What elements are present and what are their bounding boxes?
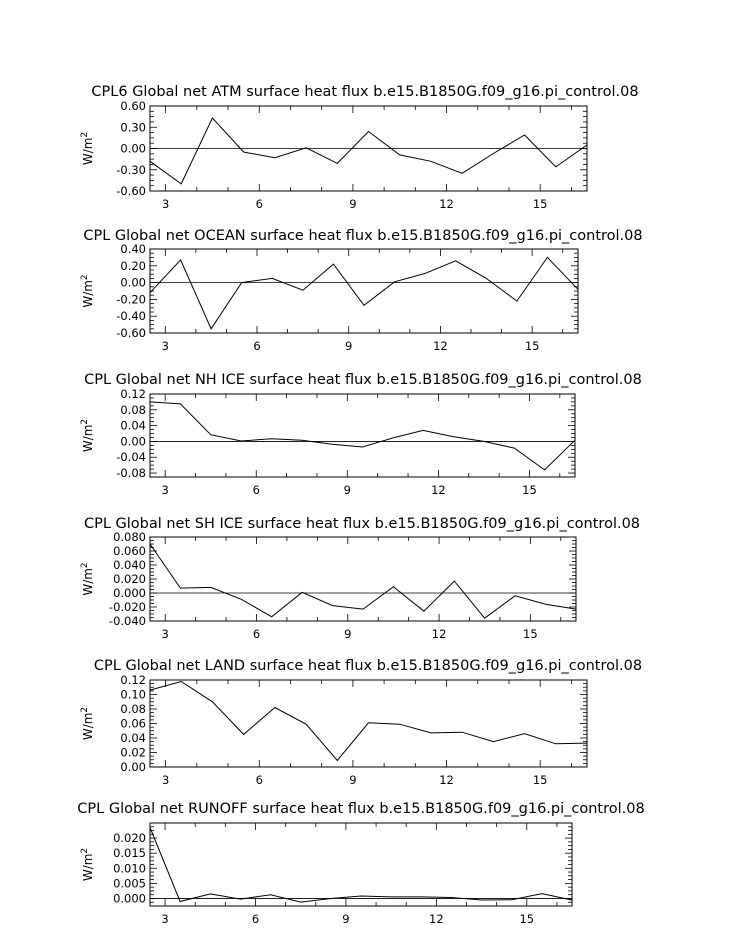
y-axis-label: W/m2 <box>80 419 95 452</box>
y-axis-label: W/m2 <box>80 132 95 165</box>
chart-title: CPL Global net NH ICE surface heat flux … <box>84 372 642 388</box>
x-tick-label: 6 <box>253 627 260 641</box>
y-tick-label: 0.000 <box>113 891 146 905</box>
y-tick-label: 0.00 <box>120 276 146 290</box>
y-tick-label: 0.04 <box>120 419 146 433</box>
x-tick-label: 12 <box>432 627 447 641</box>
x-tick-label: 15 <box>523 627 538 641</box>
y-tick-label: 0.60 <box>120 99 146 113</box>
plot-frame <box>149 248 579 334</box>
y-tick-label: 0.010 <box>113 861 146 875</box>
y-tick-label: 0.40 <box>120 242 146 256</box>
y-tick-label: 0.00 <box>120 434 146 448</box>
x-tick-label: 15 <box>519 912 534 926</box>
y-tick-label: -0.60 <box>116 184 146 198</box>
y-tick-label: 0.060 <box>113 544 146 558</box>
y-tick-label: 0.04 <box>120 731 146 745</box>
x-tick-label: 6 <box>253 339 260 353</box>
y-tick-label: 0.020 <box>113 831 146 845</box>
series-line <box>149 680 588 762</box>
chart-title: CPL6 Global net ATM surface heat flux b.… <box>91 84 638 100</box>
chart-panel-5: CPL Global net LAND surface heat flux b.… <box>80 658 642 787</box>
y-tick-label: 0.015 <box>113 846 146 860</box>
plot-frame <box>149 536 577 622</box>
y-axis-label: W/m2 <box>80 562 95 595</box>
y-tick-label: 0.000 <box>113 586 146 600</box>
y-tick-label: 0.02 <box>120 746 146 760</box>
series-line <box>149 256 579 330</box>
x-tick-label: 12 <box>439 197 454 211</box>
chart-title: CPL Global net OCEAN surface heat flux b… <box>83 228 642 244</box>
y-tick-label: -0.04 <box>116 450 146 464</box>
y-tick-label: 0.20 <box>120 259 146 273</box>
y-tick-label: 0.08 <box>120 702 146 716</box>
chart-title: CPL Global net SH ICE surface heat flux … <box>84 516 640 532</box>
y-tick-label: 0.00 <box>120 760 146 774</box>
y-tick-label: -0.040 <box>109 614 146 628</box>
chart-panel-1: CPL6 Global net ATM surface heat flux b.… <box>80 84 639 211</box>
y-tick-label: 0.040 <box>113 558 146 572</box>
chart-panel-6: CPL Global net RUNOFF surface heat flux … <box>77 801 644 926</box>
x-tick-label: 12 <box>429 912 444 926</box>
x-tick-label: 15 <box>533 197 548 211</box>
x-tick-label: 3 <box>162 197 169 211</box>
y-tick-label: 0.020 <box>113 572 146 586</box>
y-axis-label: W/m2 <box>80 848 95 881</box>
y-tick-label: -0.020 <box>109 600 146 614</box>
chart-panel-4: CPL Global net SH ICE surface heat flux … <box>80 516 640 641</box>
y-axis-label: W/m2 <box>80 274 95 307</box>
x-tick-label: 15 <box>533 773 548 787</box>
x-tick-label: 9 <box>344 483 351 497</box>
x-tick-label: 6 <box>256 197 263 211</box>
y-tick-label: 0.30 <box>120 120 146 134</box>
y-tick-label: 0.12 <box>120 387 146 401</box>
x-tick-label: 6 <box>256 773 263 787</box>
x-tick-label: 3 <box>162 773 169 787</box>
series-line <box>149 117 588 185</box>
chart-panel-3: CPL Global net NH ICE surface heat flux … <box>80 372 642 497</box>
chart-title: CPL Global net LAND surface heat flux b.… <box>94 658 642 674</box>
x-tick-label: 3 <box>161 912 168 926</box>
y-tick-label: 0.06 <box>120 717 146 731</box>
x-tick-label: 3 <box>162 627 169 641</box>
y-tick-label: -0.40 <box>116 309 146 323</box>
series-line <box>149 543 577 619</box>
y-tick-label: 0.00 <box>120 142 146 156</box>
x-tick-label: 9 <box>349 197 356 211</box>
y-tick-label: 0.08 <box>120 403 146 417</box>
plot-frame <box>149 822 573 907</box>
y-tick-label: 0.10 <box>120 688 146 702</box>
y-tick-label: 0.12 <box>120 673 146 687</box>
series-line <box>149 401 576 471</box>
y-tick-label: -0.30 <box>116 163 146 177</box>
chart-title: CPL Global net RUNOFF surface heat flux … <box>77 801 644 817</box>
x-tick-label: 3 <box>162 483 169 497</box>
x-tick-label: 9 <box>345 339 352 353</box>
y-tick-label: -0.60 <box>116 326 146 340</box>
series-line <box>149 827 573 903</box>
y-axis-label: W/m2 <box>80 707 95 740</box>
x-tick-label: 3 <box>162 339 169 353</box>
x-tick-label: 15 <box>522 483 537 497</box>
x-tick-label: 12 <box>433 339 448 353</box>
x-tick-label: 9 <box>342 912 349 926</box>
y-tick-label: -0.08 <box>116 466 146 480</box>
x-tick-label: 12 <box>439 773 454 787</box>
y-tick-label: -0.20 <box>116 292 146 306</box>
x-tick-label: 9 <box>344 627 351 641</box>
x-tick-label: 6 <box>252 912 259 926</box>
y-tick-label: 0.005 <box>113 876 146 890</box>
plot-frame <box>149 393 576 478</box>
y-tick-label: 0.080 <box>113 530 146 544</box>
x-tick-label: 15 <box>525 339 540 353</box>
x-tick-label: 9 <box>349 773 356 787</box>
x-tick-label: 6 <box>253 483 260 497</box>
chart-panel-2: CPL Global net OCEAN surface heat flux b… <box>80 228 643 353</box>
x-tick-label: 12 <box>431 483 446 497</box>
